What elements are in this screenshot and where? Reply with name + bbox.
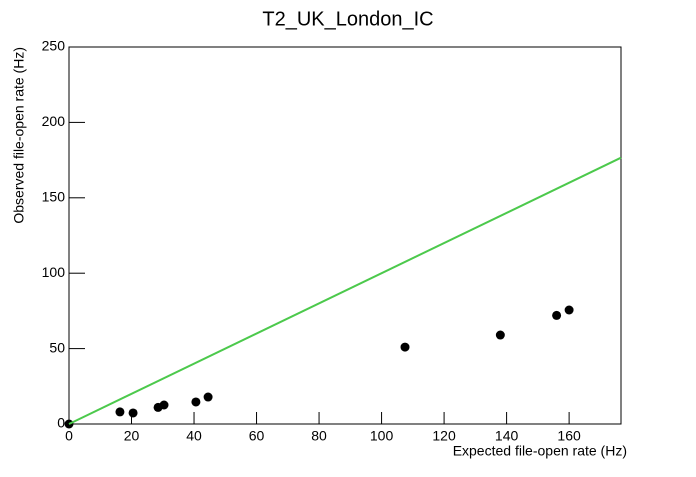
- data-point: [203, 392, 213, 402]
- data-point: [552, 310, 562, 320]
- plot-frame: [68, 46, 622, 425]
- data-point: [159, 400, 169, 410]
- y-tick-label: 150: [42, 189, 66, 205]
- y-tick-label: 0: [57, 415, 65, 431]
- x-tick-label: 0: [65, 428, 73, 444]
- y-tick-label: 100: [42, 264, 66, 280]
- y-tick-label: 250: [42, 38, 66, 54]
- data-point: [400, 342, 410, 352]
- y-tick-label: 50: [49, 339, 65, 355]
- y-axis-label: Observed file-open rate (Hz): [11, 47, 27, 224]
- x-tick-label: 80: [311, 428, 327, 444]
- x-axis-label: Expected file-open rate (Hz): [453, 443, 627, 459]
- x-tick-label: 60: [249, 428, 265, 444]
- data-point: [115, 407, 125, 417]
- x-tick-label: 160: [557, 428, 581, 444]
- x-tick-label: 100: [370, 428, 394, 444]
- data-point: [564, 305, 574, 315]
- data-point: [191, 397, 201, 407]
- x-tick-label: 40: [186, 428, 202, 444]
- x-tick-label: 140: [495, 428, 519, 444]
- y-tick-label: 200: [42, 113, 66, 129]
- data-point: [495, 330, 505, 340]
- x-tick-label: 120: [432, 428, 456, 444]
- x-tick-label: 20: [124, 428, 140, 444]
- data-point: [128, 408, 138, 418]
- chart-title: T2_UK_London_IC: [262, 8, 433, 30]
- reference-line: [68, 156, 622, 425]
